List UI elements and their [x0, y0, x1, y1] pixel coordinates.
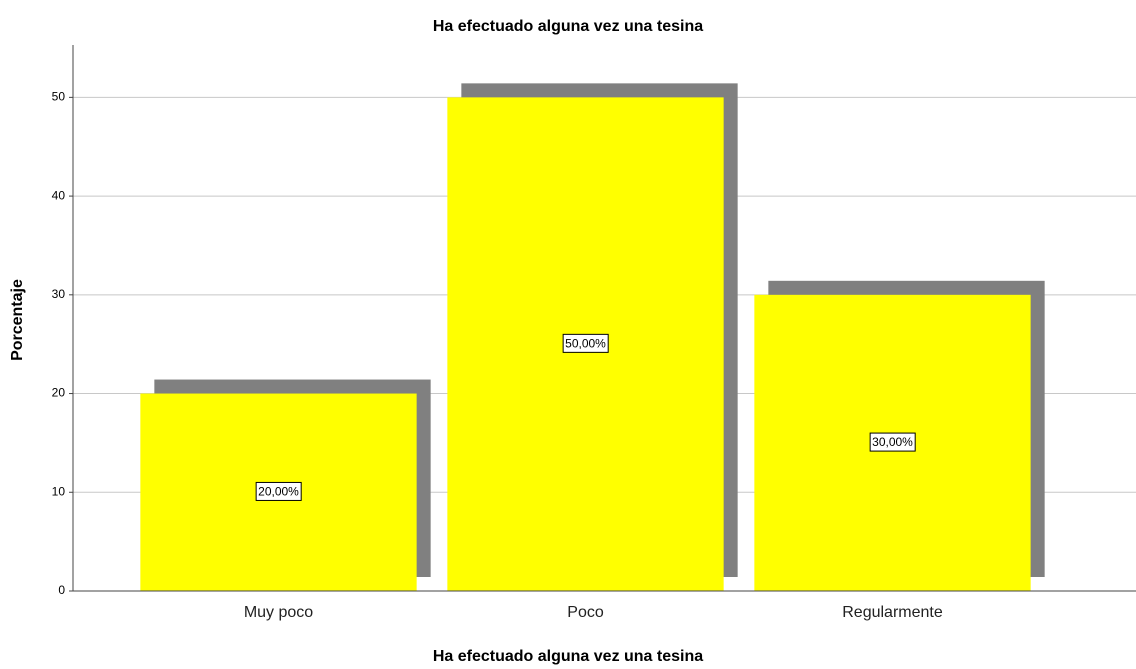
value-label-box	[255, 481, 302, 501]
value-label: 20,00%	[258, 484, 299, 498]
value-label-box	[562, 333, 609, 353]
y-tick-label: 0	[58, 583, 65, 597]
x-axis-title: Ha efectuado alguna vez una tesina	[433, 648, 703, 665]
y-tick-label: 20	[52, 386, 66, 400]
y-tick-label: 50	[52, 90, 66, 104]
x-tick-label: Regularmente	[842, 604, 943, 621]
value-label: 30,00%	[872, 435, 913, 449]
y-tick-label: 40	[52, 188, 66, 202]
chart-title: Ha efectuado alguna vez una tesina	[433, 18, 703, 35]
x-tick-label: Poco	[567, 604, 604, 621]
value-label: 50,00%	[565, 336, 606, 350]
y-tick-label: 10	[52, 484, 66, 498]
y-axis-title: Porcentaje	[9, 279, 26, 361]
value-label-box	[869, 432, 916, 452]
x-tick-label: Muy poco	[244, 604, 313, 621]
y-tick-label: 30	[52, 287, 66, 301]
